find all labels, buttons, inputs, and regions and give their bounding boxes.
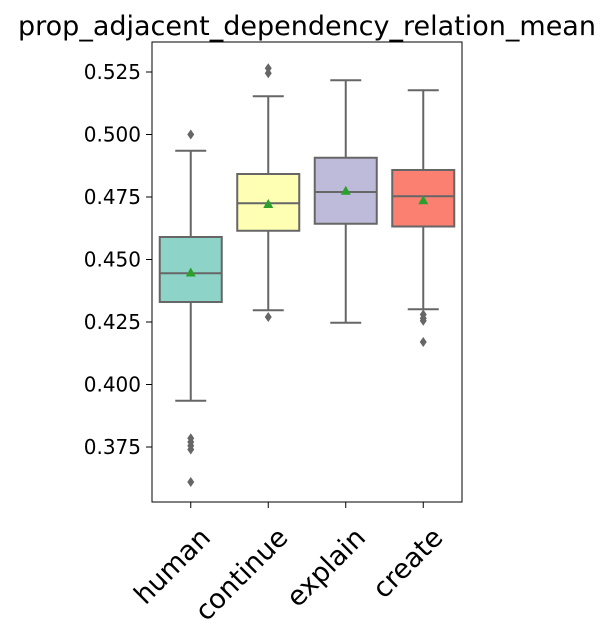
mean-marker: [340, 185, 351, 195]
plot-area: 0.3750.4000.4250.4500.4750.5000.525human…: [84, 41, 463, 627]
box-group-continue: [236, 63, 301, 322]
mean-marker: [418, 195, 429, 205]
x-tick-label: create: [367, 522, 450, 605]
mean-marker: [185, 267, 196, 277]
outlier-point: [187, 444, 195, 455]
y-tick-label: 0.450: [84, 248, 141, 272]
y-tick-label: 0.400: [84, 373, 141, 397]
chart-title: prop_adjacent_dependency_relation_mean: [18, 11, 596, 42]
y-tick-label: 0.475: [84, 185, 141, 209]
outlier-point: [264, 68, 272, 79]
outlier-point: [264, 312, 272, 322]
outlier-point: [419, 337, 427, 347]
y-tick-label: 0.425: [84, 310, 141, 334]
mean-marker: [263, 199, 274, 208]
y-tick-label: 0.375: [84, 435, 141, 459]
y-tick-label: 0.500: [84, 123, 141, 147]
outlier-point: [187, 477, 195, 487]
box-group-explain: [313, 79, 378, 324]
box-iqr: [391, 169, 456, 228]
y-tick-label: 0.525: [84, 60, 141, 84]
box-group-create: [391, 89, 456, 347]
box-group-human: [158, 129, 223, 487]
outlier-point: [419, 315, 427, 326]
x-tick-label: explain: [281, 522, 372, 613]
plot-frame: [151, 41, 463, 503]
outlier-point: [187, 129, 195, 140]
